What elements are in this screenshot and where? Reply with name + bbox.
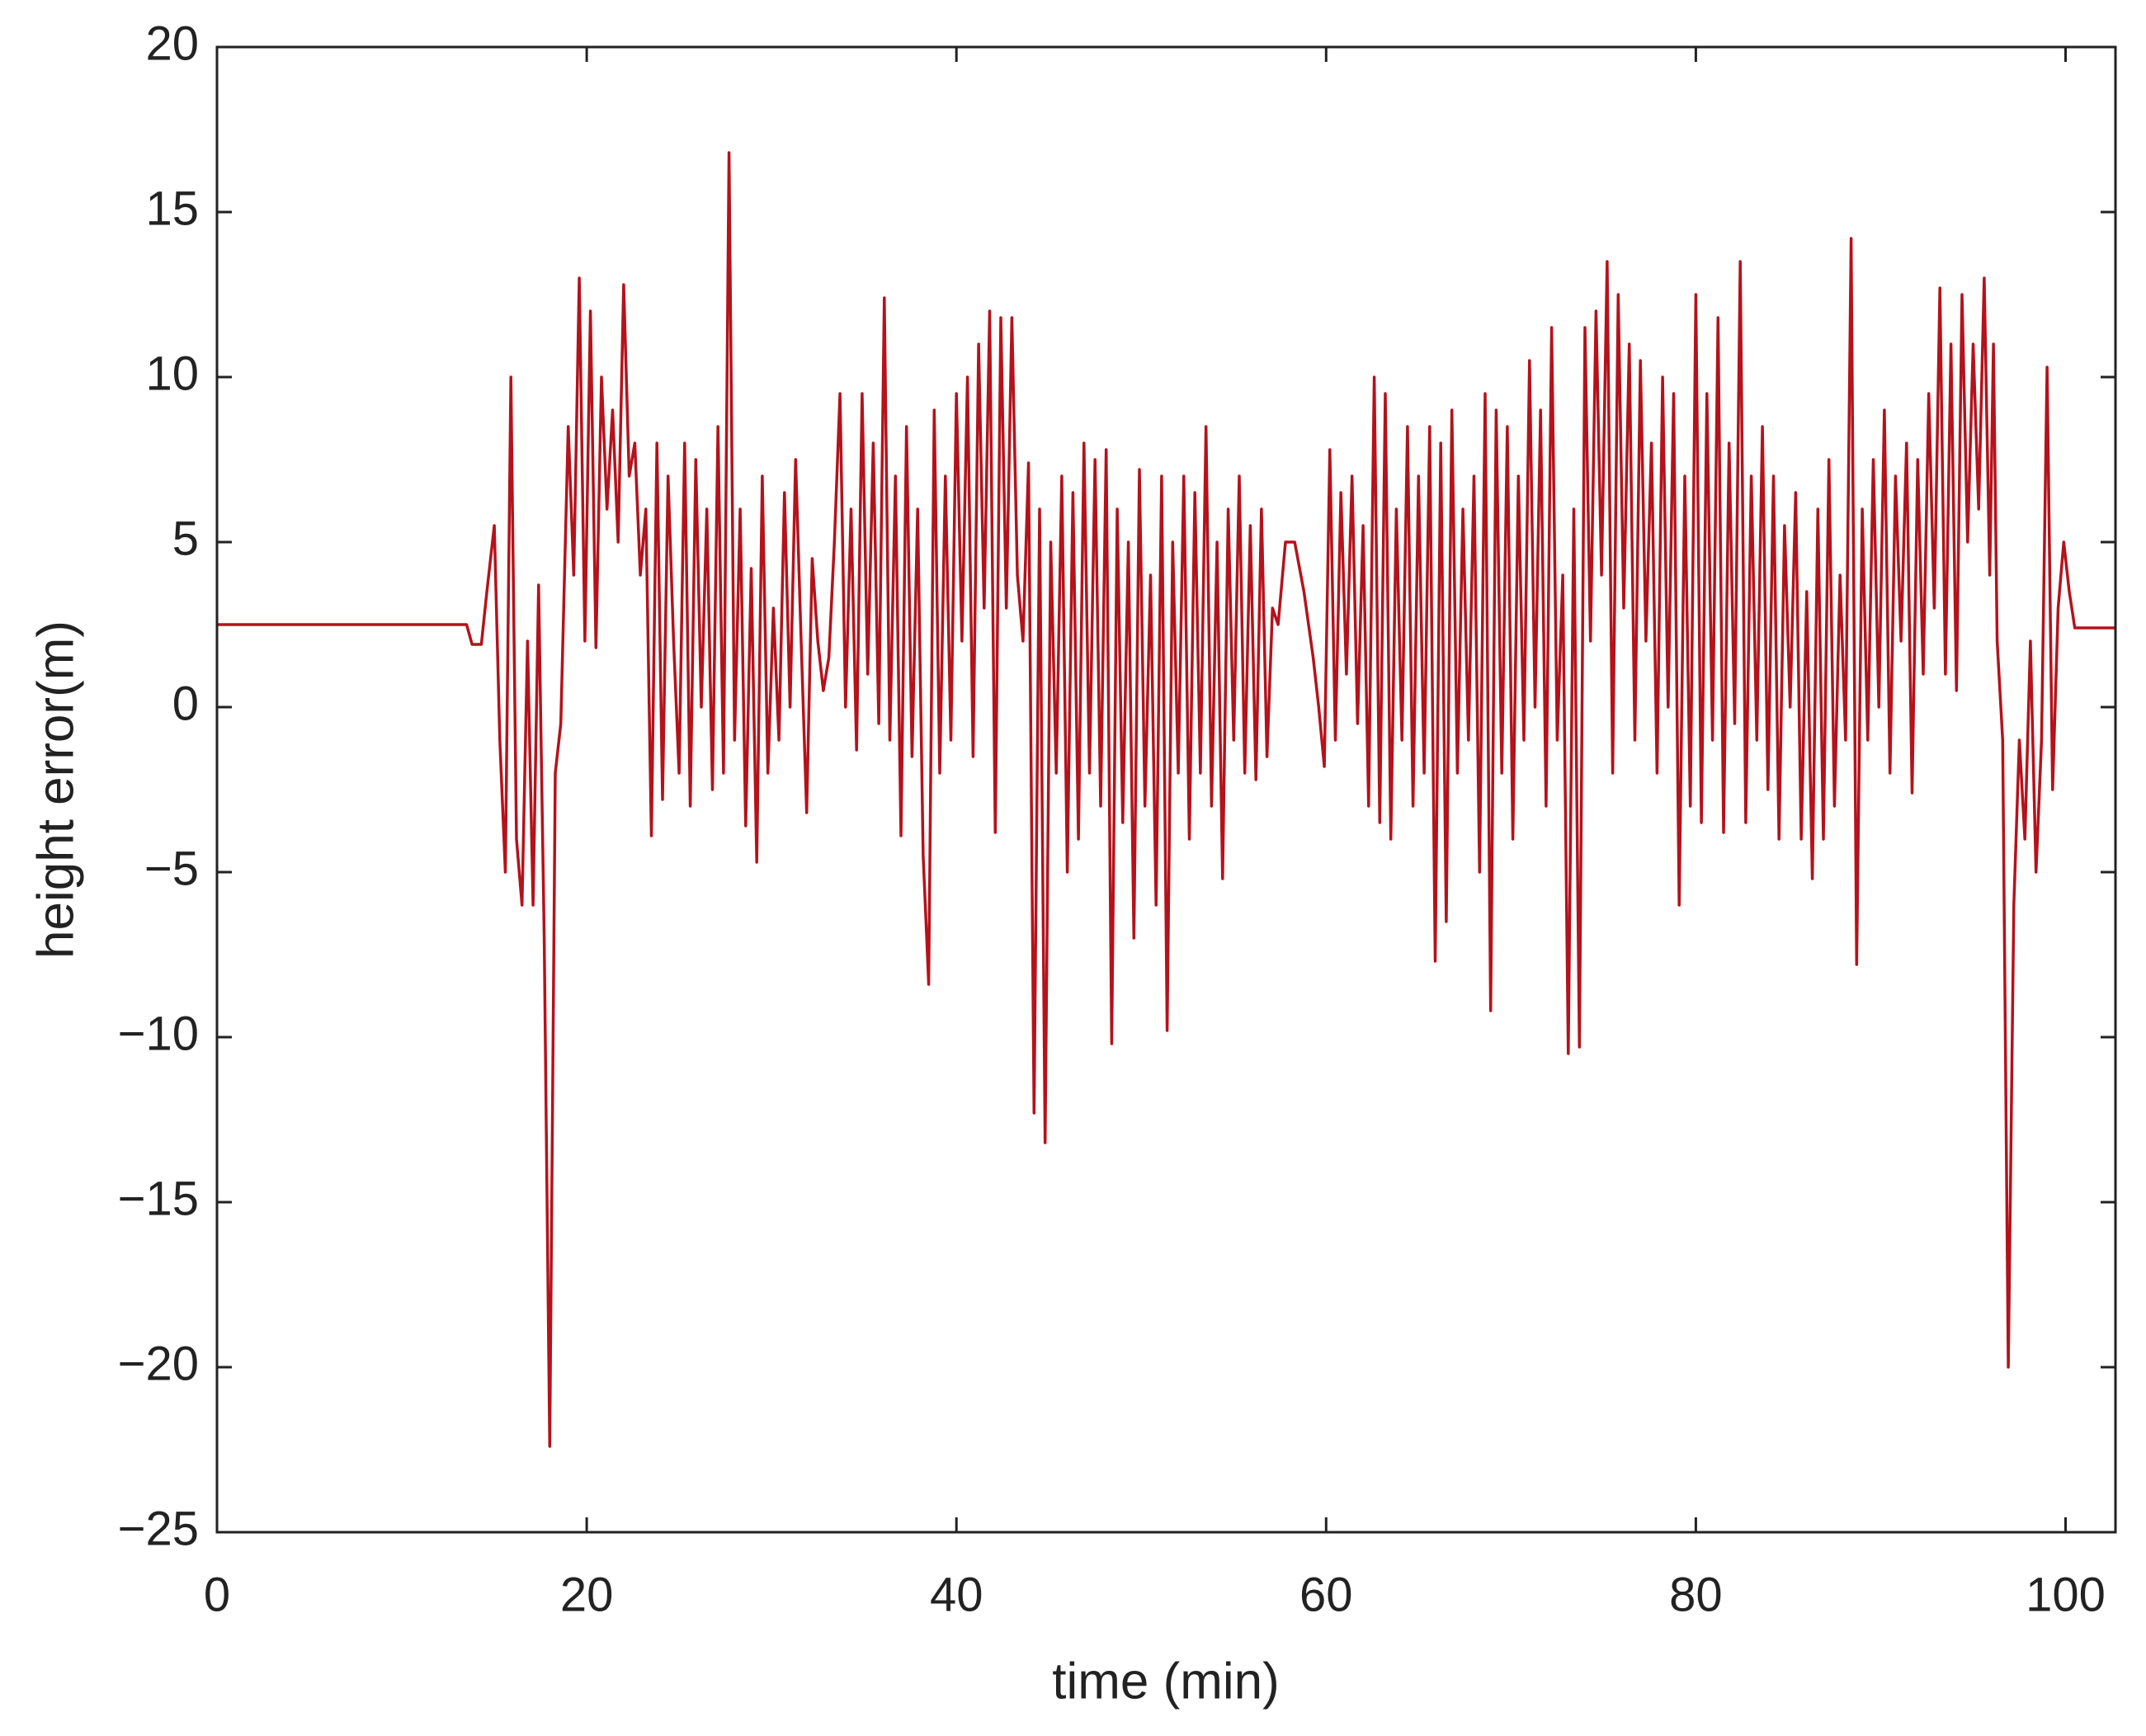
plot-area	[217, 151, 2115, 1448]
y-tick-label: −25	[118, 1502, 199, 1555]
y-tick-label: 10	[145, 347, 199, 400]
x-tick-label: 20	[560, 1568, 614, 1621]
x-tick-label: 100	[2026, 1568, 2106, 1621]
x-axis-title: time (min)	[1052, 1653, 1280, 1710]
y-tick-label: −20	[118, 1337, 199, 1390]
y-tick-label: 20	[145, 17, 199, 70]
x-tick-label: 40	[930, 1568, 983, 1621]
y-tick-label: 0	[172, 677, 199, 730]
y-axis-title: height error(m)	[27, 620, 84, 959]
y-tick-label: −5	[144, 842, 199, 895]
y-tick-label: −15	[118, 1172, 199, 1225]
y-tick-label: 5	[172, 512, 199, 565]
x-tick-label: 0	[204, 1568, 230, 1621]
x-tick-label: 60	[1299, 1568, 1353, 1621]
axes-box	[215, 45, 2117, 1534]
data-line	[217, 151, 2115, 1448]
y-tick-label: −10	[118, 1007, 199, 1060]
y-tick-label: 15	[145, 182, 199, 235]
x-tick-label: 80	[1669, 1568, 1723, 1621]
